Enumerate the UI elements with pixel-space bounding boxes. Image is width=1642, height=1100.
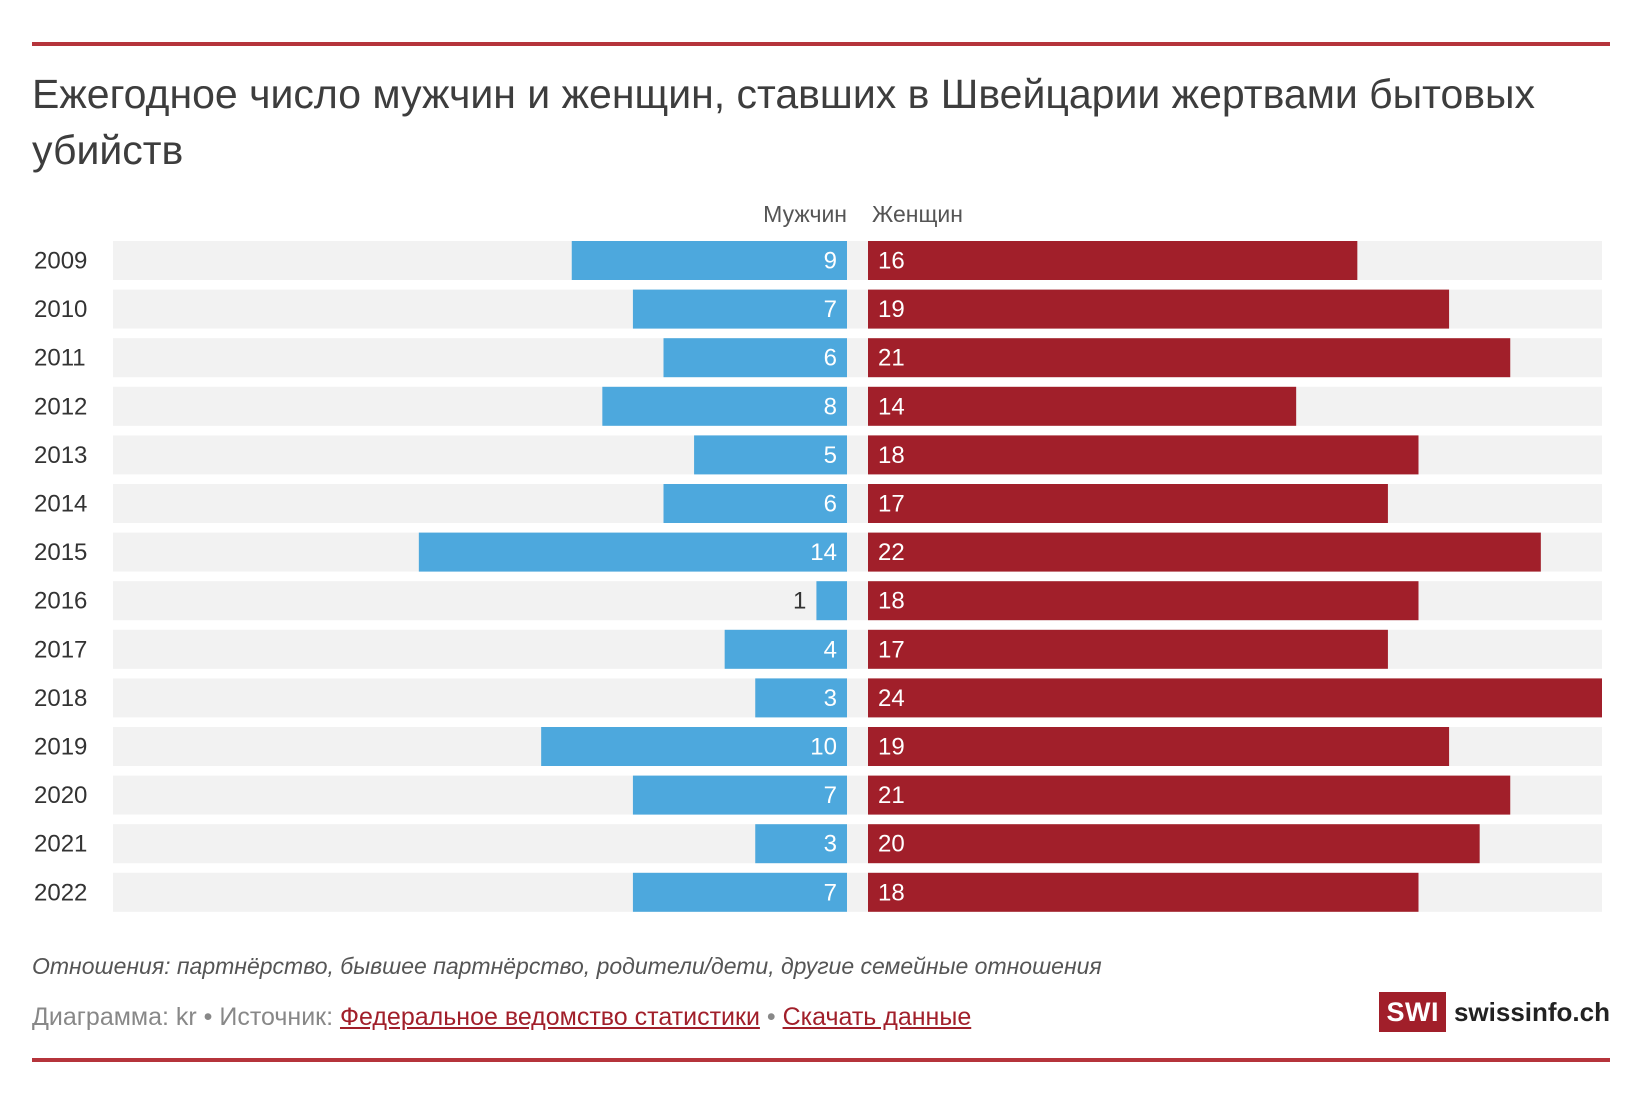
women-bar <box>868 241 1358 280</box>
women-value-label: 22 <box>878 539 905 566</box>
year-label: 2022 <box>34 879 87 906</box>
year-label: 2020 <box>34 782 87 809</box>
men-bar <box>663 338 847 378</box>
women-bar <box>868 872 1419 912</box>
women-value-label: 14 <box>878 393 905 420</box>
year-label: 2016 <box>34 588 87 615</box>
men-value-label: 3 <box>824 831 837 858</box>
swi-logo[interactable]: SWI swissinfo.ch <box>1379 992 1610 1032</box>
men-value-label: 10 <box>810 734 837 761</box>
credit-separator: • <box>759 1003 783 1031</box>
year-label: 2011 <box>34 345 86 372</box>
men-bar <box>541 727 847 766</box>
women-bar <box>868 338 1511 378</box>
year-label: 2015 <box>34 539 87 566</box>
year-label: 2018 <box>34 685 87 712</box>
men-bar <box>632 872 847 912</box>
men-bar <box>571 241 847 280</box>
row-track <box>113 386 1602 426</box>
swi-logo-text: swissinfo.ch <box>1453 996 1610 1027</box>
women-value-label: 20 <box>878 831 905 858</box>
top-rule <box>32 42 1610 46</box>
men-value-label: 14 <box>810 539 837 566</box>
women-bar <box>868 629 1388 669</box>
men-value-label: 6 <box>824 345 837 372</box>
women-bar <box>868 727 1450 766</box>
women-value-label: 19 <box>878 734 905 761</box>
women-bar <box>868 581 1419 621</box>
men-bar <box>632 289 847 329</box>
credit-prefix: Диаграмма: kr • Источник: <box>32 1003 340 1031</box>
women-bar <box>868 289 1450 329</box>
credit-line: Диаграмма: kr • Источник: Федеральное ве… <box>32 1003 971 1032</box>
men-bar <box>694 435 847 475</box>
year-label: 2009 <box>34 248 87 275</box>
women-value-label: 18 <box>878 588 905 615</box>
men-value-label: 5 <box>824 442 837 469</box>
men-bar <box>602 386 847 426</box>
women-bar <box>868 484 1388 523</box>
year-label: 2010 <box>34 296 87 323</box>
men-value-label: 1 <box>793 588 806 615</box>
year-label: 2019 <box>34 734 87 761</box>
men-value-label: 6 <box>824 491 837 518</box>
women-value-label: 19 <box>878 296 905 323</box>
men-value-label: 7 <box>824 296 837 323</box>
women-value-label: 17 <box>878 636 905 663</box>
men-value-label: 7 <box>824 782 837 809</box>
year-label: 2012 <box>34 393 87 420</box>
chart-title: Ежегодное число мужчин и женщин, ставших… <box>32 71 1536 173</box>
men-value-label: 9 <box>824 248 837 275</box>
men-bar <box>663 484 847 523</box>
men-bar <box>755 824 847 864</box>
women-bar <box>868 824 1480 864</box>
women-value-label: 18 <box>878 442 905 469</box>
women-bar <box>868 678 1602 718</box>
year-label: 2017 <box>34 636 87 663</box>
men-value-label: 7 <box>824 879 837 906</box>
footnote: Отношения: партнёрство, бывшее партнёрст… <box>32 953 1102 979</box>
men-value-label: 4 <box>824 636 837 663</box>
legend-women-header: Женщин <box>872 201 963 227</box>
year-label: 2013 <box>34 442 87 469</box>
men-value-label: 3 <box>824 685 837 712</box>
download-data-link[interactable]: Скачать данные <box>782 1003 972 1031</box>
women-value-label: 21 <box>878 345 905 372</box>
women-bar <box>868 386 1297 426</box>
legend-men-header: Мужчин <box>763 201 847 227</box>
women-value-label: 18 <box>878 879 905 906</box>
source-link[interactable]: Федеральное ведомство статистики <box>339 1003 760 1031</box>
men-bar <box>724 629 847 669</box>
year-label: 2014 <box>34 491 87 518</box>
men-bar <box>755 678 847 718</box>
swi-logo-box: SWI <box>1379 992 1446 1032</box>
women-value-label: 17 <box>878 491 905 518</box>
women-bar <box>868 775 1511 815</box>
row-track <box>113 241 1602 280</box>
women-bar <box>868 435 1419 475</box>
women-value-label: 24 <box>878 685 905 712</box>
year-label: 2021 <box>34 831 87 858</box>
men-bar <box>816 581 847 621</box>
bottom-rule <box>32 1058 1610 1062</box>
women-bar <box>868 532 1541 572</box>
men-bar <box>632 775 847 815</box>
men-bar <box>418 532 847 572</box>
women-value-label: 21 <box>878 782 905 809</box>
women-value-label: 16 <box>878 248 905 275</box>
men-value-label: 8 <box>824 393 837 420</box>
